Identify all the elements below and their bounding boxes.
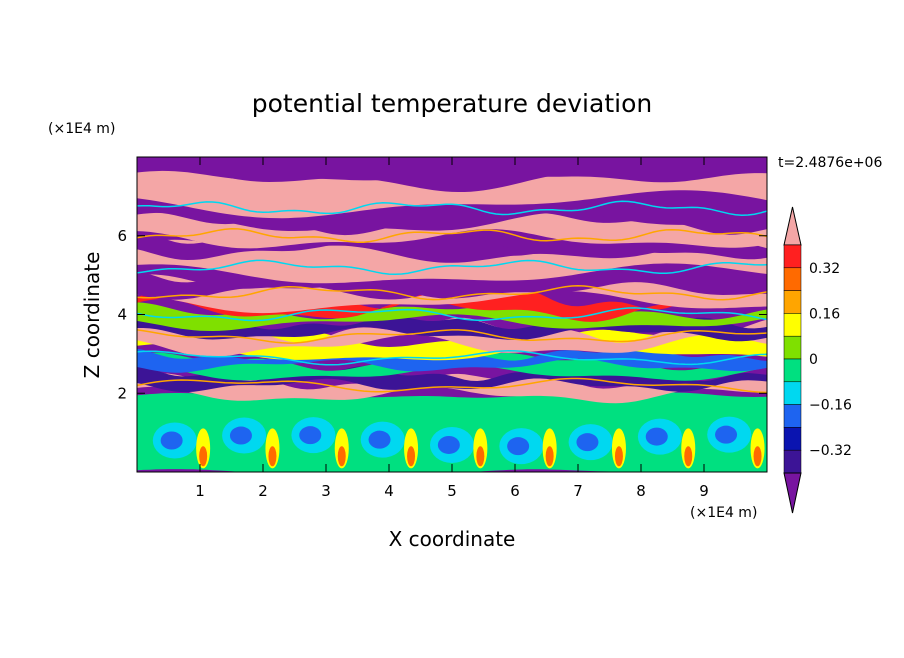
x-axis: 1 2 3 4 5 6 7 8 9 (195, 157, 709, 500)
contour-field (137, 157, 767, 472)
contour-line (137, 307, 767, 322)
y-tick-label: 4 (117, 306, 127, 324)
x-tick-label: 2 (258, 482, 268, 500)
colorbar-band (783, 244, 802, 269)
x-tick-label: 4 (384, 482, 394, 500)
contour-cell (229, 426, 252, 445)
contour-line (137, 350, 767, 366)
colorbar-tick-label: 0.32 (809, 261, 840, 277)
x-axis-label: X coordinate (389, 527, 516, 551)
colorbar: 0.32 0.16 0 −0.16 −0.32 (783, 206, 852, 514)
colorbar-bottom-arrow (783, 472, 802, 514)
contour-band (137, 157, 767, 183)
contour-cell (160, 431, 183, 450)
contour-cell (476, 446, 485, 467)
contour-cell (368, 430, 391, 449)
x-tick-label: 5 (447, 482, 457, 500)
plot-area (137, 157, 767, 472)
contour-cell (507, 437, 530, 456)
contour-band (137, 301, 767, 331)
contour-cell (715, 425, 738, 444)
x-unit-label: (×1E4 m) (690, 505, 757, 521)
x-tick-label: 7 (573, 482, 583, 500)
colorbar-tick-label: −0.32 (809, 443, 852, 459)
x-tick-label: 3 (321, 482, 331, 500)
contour-line (137, 259, 767, 276)
contour-line (137, 329, 767, 344)
y-axis: 2 4 6 (117, 227, 767, 402)
colorbar-tick-label: 0.16 (809, 306, 840, 322)
y-axis-label: Z coordinate (80, 252, 104, 379)
contour-cell (684, 446, 693, 467)
colorbar-top-arrow (783, 206, 802, 246)
colorbar-band (783, 358, 802, 383)
x-tick-label: 1 (195, 482, 205, 500)
x-tick-label: 8 (636, 482, 646, 500)
x-tick-label: 6 (510, 482, 520, 500)
colorbar-band (783, 381, 802, 405)
colorbar-band (783, 449, 802, 474)
time-label: t=2.4876e+06 (778, 155, 882, 171)
contour-cell (337, 446, 346, 467)
y-tick-label: 2 (117, 384, 127, 402)
contour-line (137, 377, 767, 394)
y-tick-label: 6 (117, 227, 127, 245)
contour-cell (268, 446, 277, 467)
contour-band (137, 317, 767, 357)
contour-band (137, 267, 767, 300)
y-unit-label: (×1E4 m) (48, 121, 115, 137)
contour-cell (753, 446, 762, 467)
contour-line (137, 200, 767, 217)
colorbar-band (783, 404, 802, 428)
contour-band (137, 230, 767, 260)
contour-cell (199, 446, 208, 467)
contour-cell (614, 446, 623, 467)
contour-cell (437, 435, 460, 454)
contour-line (137, 227, 767, 244)
x-tick-label: 9 (699, 482, 709, 500)
contour-cell (407, 446, 416, 467)
colorbar-band (783, 335, 802, 360)
contour-cell (545, 446, 554, 467)
colorbar-band (783, 313, 802, 337)
contour-cell (299, 426, 322, 445)
colorbar-band (783, 267, 802, 291)
contour-line (137, 285, 767, 301)
contour-cell (576, 433, 599, 452)
colorbar-tick-label: −0.16 (809, 398, 852, 414)
colorbar-band (783, 290, 802, 314)
colorbar-tick-label: 0 (809, 352, 818, 368)
colorbar-band (783, 427, 802, 451)
chart-title: potential temperature deviation (252, 89, 652, 118)
contour-cell (645, 427, 668, 446)
